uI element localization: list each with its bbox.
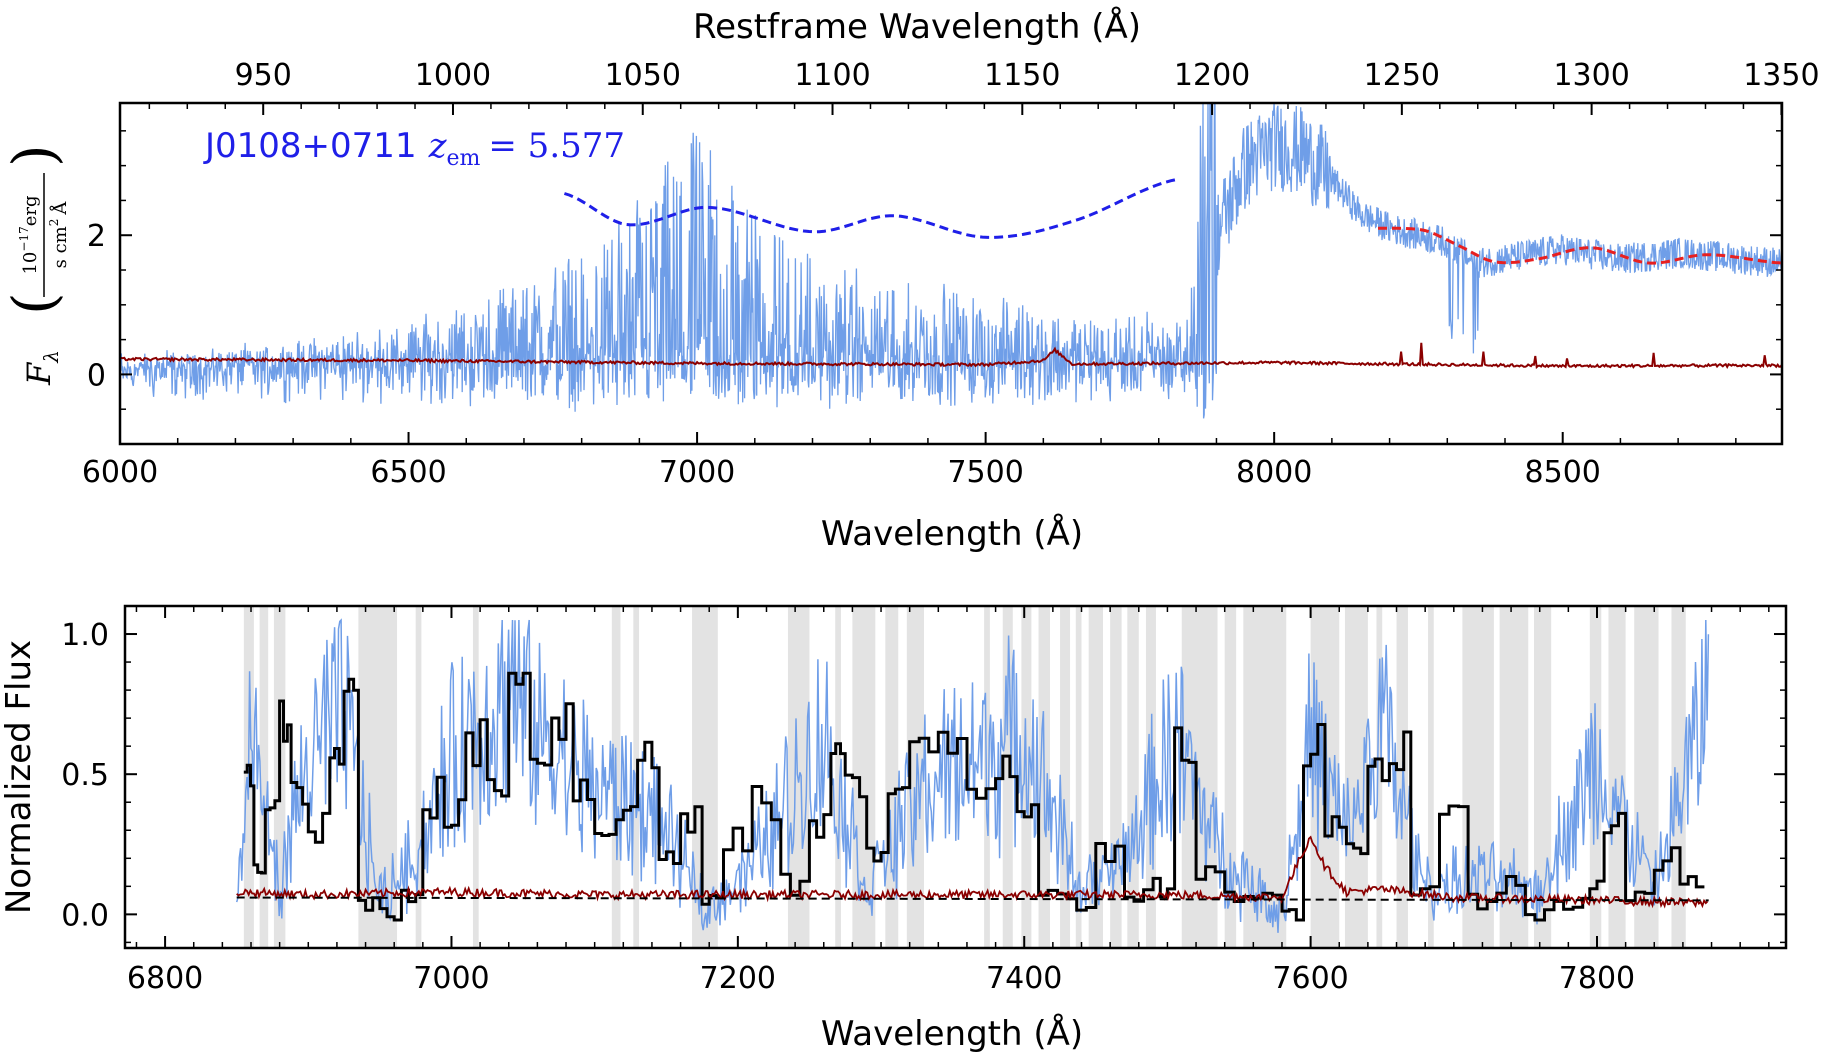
- top-x2-tick-label: 1000: [415, 58, 491, 93]
- top-x-tick-label: 6000: [82, 455, 158, 490]
- top-plot-area: [120, 103, 1782, 419]
- bottom-shaded-region: [1181, 606, 1218, 948]
- bottom-shaded-region: [1110, 606, 1122, 948]
- top-y-tick-label: 0: [87, 358, 106, 393]
- bottom-y-axis-title: Normalized Flux: [0, 640, 39, 914]
- top-x-axis-title: Wavelength (Å): [821, 513, 1083, 554]
- top-x2-tick-label: 950: [235, 58, 292, 93]
- bottom-shaded-region: [1127, 606, 1139, 948]
- bottom-shaded-region: [835, 606, 841, 948]
- object-label: J0108+0711 zem = 5.577: [203, 126, 625, 171]
- bottom-y-tick-label: 0.5: [61, 758, 109, 793]
- top-x2-tick-label: 1150: [984, 58, 1060, 93]
- top-x2-tick-label: 1100: [794, 58, 870, 93]
- top-x-tick-label: 6500: [370, 455, 446, 490]
- top-y-label-paren-open: (: [0, 292, 68, 315]
- bottom-shaded-region: [1088, 606, 1103, 948]
- bottom-y-tick-label: 1.0: [61, 618, 109, 653]
- bottom-x-axis-title: Wavelength (Å): [821, 1013, 1083, 1054]
- bottom-panel: 6800 7000 7200 7400 7600 7800 0.0 0.5 1.0 Wavele…: [0, 604, 1788, 1054]
- bottom-shaded-region: [1671, 606, 1686, 948]
- top-x-tick-label: 8000: [1236, 455, 1312, 490]
- top-flux-line: [120, 103, 1782, 419]
- bottom-shaded-region: [1060, 606, 1071, 948]
- bottom-x-tick-label: 7200: [700, 961, 776, 996]
- bottom-x-tick-label: 7800: [1559, 961, 1635, 996]
- top-x-tick-label: 7500: [947, 455, 1023, 490]
- bottom-x-tick-label: 7000: [413, 961, 489, 996]
- bottom-y-tick-label: 0.0: [61, 898, 109, 933]
- top-x2-tick-label: 1250: [1364, 58, 1440, 93]
- top-x2-tick-label: 1300: [1553, 58, 1629, 93]
- top-error-line: [120, 342, 1782, 370]
- bottom-axes-frame: [123, 604, 1788, 950]
- bottom-ticks: 6800 7000 7200 7400 7600 7800 0.0 0.5 1.0: [61, 605, 1786, 996]
- bottom-shaded-region: [259, 606, 269, 948]
- top-y-label-symbol: Fλ: [20, 350, 63, 386]
- bottom-shaded-region: [1224, 606, 1237, 948]
- top-x-tick-label: 8500: [1525, 455, 1601, 490]
- top-y-unit-numerator: 10−17erg: [17, 195, 41, 274]
- bottom-shaded-region: [472, 606, 479, 948]
- bottom-flux-line: [235, 618, 1710, 933]
- top-x2-tick-label: 1050: [605, 58, 681, 93]
- bottom-continuum-dashed: [236, 896, 1709, 902]
- bottom-shaded-region: [1002, 606, 1013, 948]
- bottom-shaded-region: [1608, 606, 1626, 948]
- top-x2-tick-label: 1350: [1743, 58, 1819, 93]
- top-axes-frame: [118, 101, 1784, 446]
- top-continuum-red-dashed: [1378, 226, 1782, 265]
- top-x2-tick-label: 1200: [1174, 58, 1250, 93]
- bottom-error-line: [236, 835, 1709, 909]
- bottom-shaded-region: [1376, 606, 1383, 948]
- bottom-shaded-region: [885, 606, 899, 948]
- top-panel: 6000 6500 7000 7500 8000 8500 0 2 950 1000 1050 110…: [0, 6, 1820, 554]
- top-y-label-paren-close: ): [0, 144, 68, 167]
- bottom-x-tick-label: 7600: [1272, 961, 1348, 996]
- top-x2-axis-title: Restframe Wavelength (Å): [693, 6, 1141, 47]
- top-y-axis-title: Fλ ( ) 10−17erg s cm2Å: [0, 144, 71, 386]
- top-ticks: 6000 6500 7000 7500 8000 8500 0 2 950 1000 1050 110…: [82, 58, 1820, 490]
- bottom-x-tick-label: 6800: [127, 961, 203, 996]
- bottom-shaded-region: [415, 606, 422, 948]
- top-y-tick-label: 2: [87, 219, 106, 254]
- top-y-unit-denominator: s cm2Å: [47, 201, 71, 269]
- bottom-x-tick-label: 7400: [986, 961, 1062, 996]
- top-x-tick-label: 7000: [659, 455, 735, 490]
- bottom-plot-area: [235, 618, 1710, 933]
- bottom-shaded-region: [1075, 606, 1082, 948]
- bottom-shaded-region: [1344, 606, 1368, 948]
- bottom-shaded-region: [1428, 606, 1434, 948]
- bottom-shaded-region: [906, 606, 924, 948]
